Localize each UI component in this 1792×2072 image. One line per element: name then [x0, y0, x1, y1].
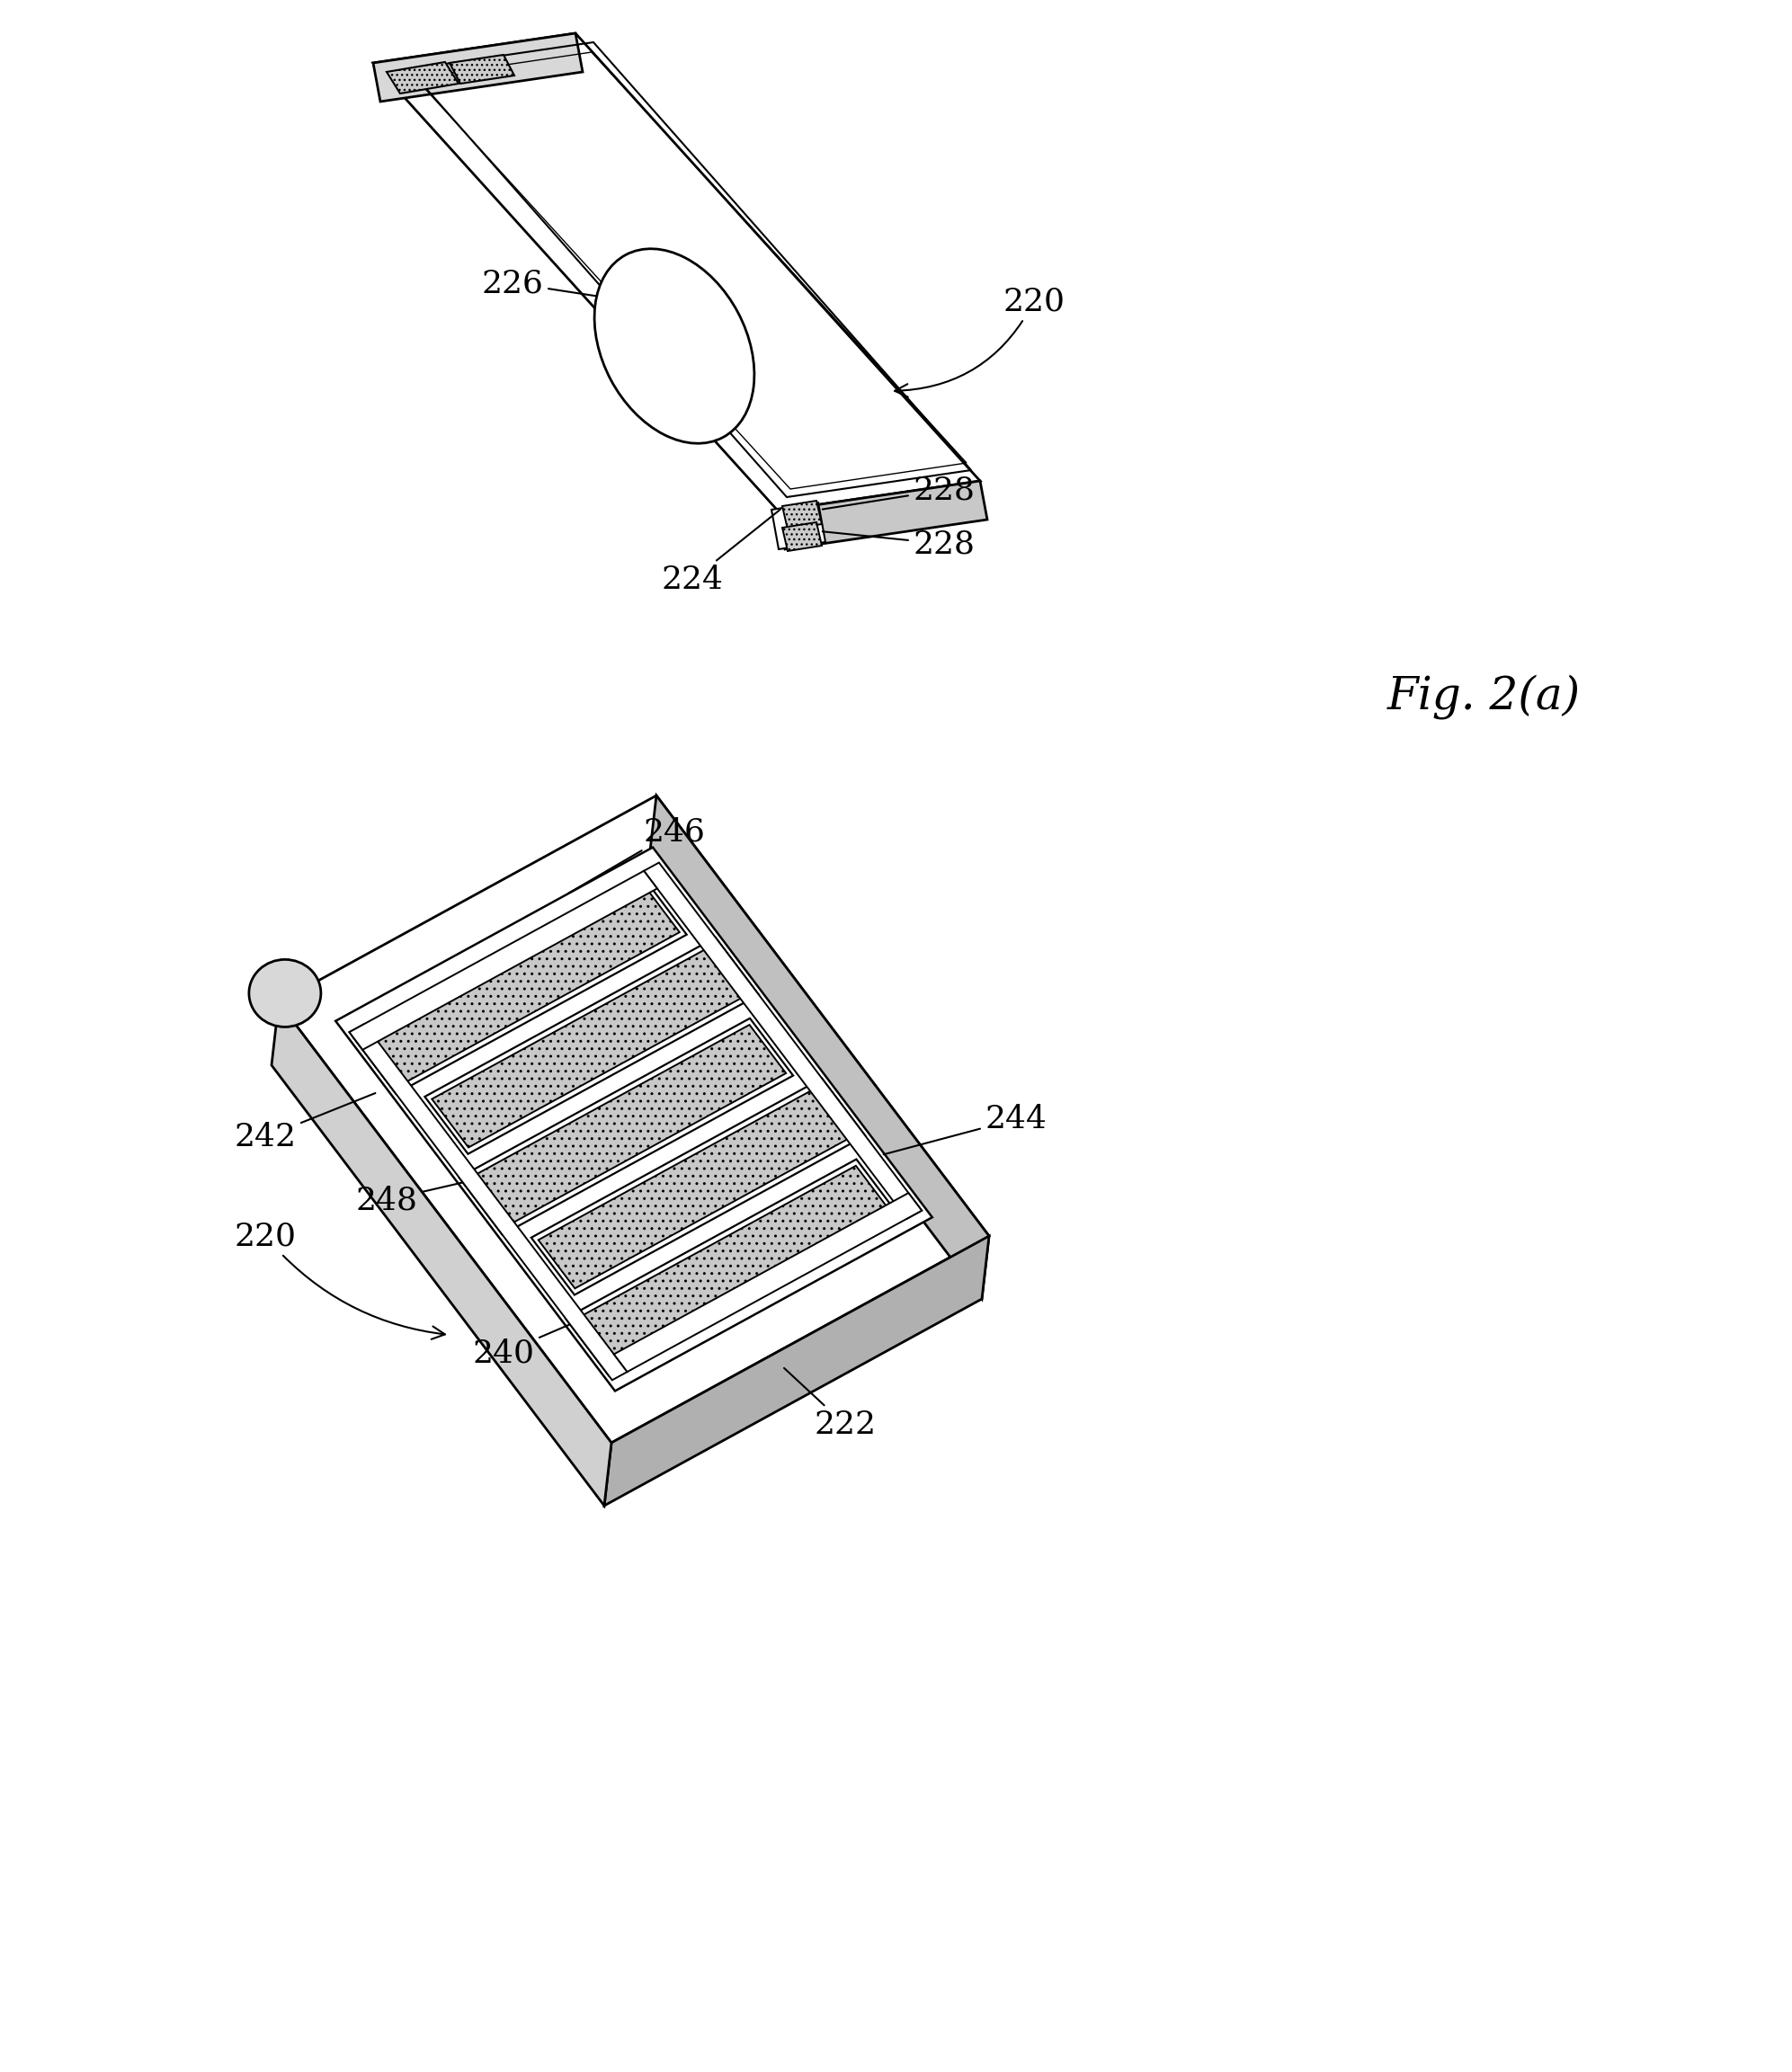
Text: 220: 220: [894, 286, 1064, 398]
Polygon shape: [360, 885, 679, 1088]
Polygon shape: [272, 1003, 611, 1506]
Polygon shape: [573, 1167, 892, 1370]
Polygon shape: [649, 796, 989, 1299]
Text: Fig. 2(a): Fig. 2(a): [1387, 673, 1581, 719]
Polygon shape: [280, 796, 989, 1442]
Text: 242: 242: [235, 1094, 375, 1152]
Text: 220: 220: [235, 1220, 444, 1339]
Polygon shape: [615, 1193, 921, 1372]
Polygon shape: [604, 1237, 989, 1506]
Polygon shape: [373, 33, 582, 102]
Polygon shape: [349, 1024, 627, 1380]
Ellipse shape: [249, 959, 321, 1028]
Text: 228: 228: [823, 528, 975, 559]
Text: 228: 228: [823, 474, 975, 510]
Polygon shape: [450, 54, 514, 83]
Polygon shape: [538, 1086, 858, 1289]
Text: 248: 248: [355, 1173, 502, 1216]
Polygon shape: [432, 945, 751, 1148]
Polygon shape: [643, 862, 921, 1218]
Polygon shape: [783, 522, 823, 551]
Text: 240: 240: [473, 1299, 627, 1368]
Polygon shape: [778, 481, 987, 549]
Polygon shape: [349, 870, 658, 1051]
Polygon shape: [387, 62, 459, 93]
Text: 224: 224: [661, 510, 780, 595]
Polygon shape: [466, 1026, 787, 1229]
Ellipse shape: [595, 249, 754, 443]
Polygon shape: [783, 501, 823, 530]
Text: 222: 222: [785, 1368, 876, 1440]
Polygon shape: [772, 503, 826, 549]
Polygon shape: [373, 33, 980, 510]
Text: 244: 244: [883, 1104, 1047, 1154]
Polygon shape: [335, 847, 932, 1390]
Text: 246: 246: [568, 816, 706, 893]
Text: 226: 226: [482, 267, 627, 300]
